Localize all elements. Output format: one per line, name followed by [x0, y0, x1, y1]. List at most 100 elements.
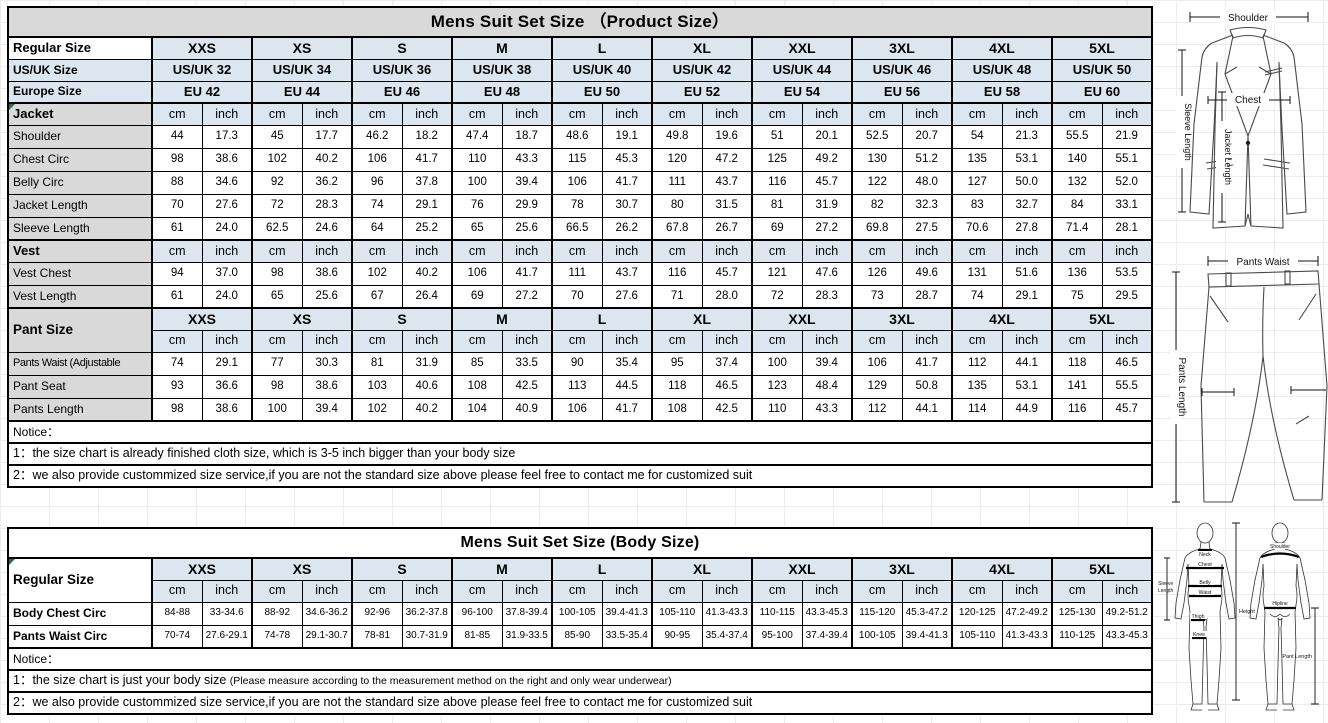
unit-cm-header: cm [951, 579, 1003, 603]
value-cell: 90-95 [651, 624, 703, 649]
belly-label: Belly [1199, 580, 1211, 586]
value-cell: 41.7 [901, 351, 953, 376]
value-cell: 55.5 [1051, 124, 1103, 149]
value-cell: 120-125 [951, 601, 1003, 626]
row-label: Pants Length [7, 397, 153, 422]
value-cell: 29.1 [1001, 284, 1053, 309]
unit-cm-header: cm [551, 579, 603, 603]
value-cell: 114 [951, 397, 1003, 422]
unit-inch-header: inch [201, 239, 253, 263]
value-cell: 42.5 [501, 374, 553, 399]
value-cell: 39.4 [801, 351, 853, 376]
unit-cm-header: cm [251, 579, 303, 603]
unit-inch-header: inch [201, 579, 253, 603]
value-cell: 78-81 [351, 624, 403, 649]
value-cell: 32.7 [1001, 193, 1053, 218]
value-cell: 32.3 [901, 193, 953, 218]
pants-waist-label: Pants Waist [1237, 257, 1290, 268]
label-backing [1190, 613, 1207, 619]
pant-size-label: Pant Size [7, 307, 153, 353]
shoulder-label: Shoulder [1228, 13, 1269, 24]
value-cell: 106 [451, 261, 503, 286]
value-cell: 30.3 [301, 351, 353, 376]
regular-size-row: Regular Size XXS XS S M L XL XXL 3XL 4XL 5XL [7, 36, 1153, 60]
value-cell: 70 [551, 284, 603, 309]
body-rows: Regular Size XXS XS S M L XL XXL 3XL 4XL 5XL cm inch… [7, 557, 1153, 649]
value-cell: 96-100 [451, 601, 503, 626]
value-cell: 132 [1051, 170, 1103, 195]
value-cell: 20.1 [801, 124, 853, 149]
value-cell: 70 [151, 193, 203, 218]
unit-inch-header: inch [301, 329, 353, 353]
product-size-table: Mens Suit Set Size （Product Size） Regula… [7, 6, 1153, 488]
unit-cm-header: cm [951, 102, 1003, 126]
value-cell: 29.1 [201, 351, 253, 376]
row-label: Belly Circ [7, 170, 153, 195]
row-label: Jacket Length [7, 193, 153, 218]
unit-inch-header: inch [401, 329, 453, 353]
value-cell: 66.5 [551, 216, 603, 241]
value-cell: 49.2-51.2 [1101, 601, 1153, 626]
regular-size-label: Regular Size [7, 557, 153, 603]
value-cell: 47.4 [451, 124, 503, 149]
unit-inch-header: inch [1101, 579, 1153, 603]
size-header: XXS [151, 557, 253, 581]
value-cell: 96 [351, 170, 403, 195]
notice-line-row: 2：we also provide custommized size servi… [7, 691, 1153, 715]
value-cell: 20.7 [901, 124, 953, 149]
value-cell: 94 [151, 261, 203, 286]
value-cell: 105-110 [951, 624, 1003, 649]
knee-label: Knee [1193, 632, 1205, 638]
eu-size-header: EU 58 [951, 80, 1053, 104]
value-cell: 53.1 [1001, 374, 1053, 399]
value-cell: 95-100 [751, 624, 803, 649]
usuk-size-header: US/UK 38 [451, 58, 553, 82]
value-cell: 43.3 [501, 147, 553, 172]
unit-inch-header: inch [401, 239, 453, 263]
unit-cm-header: cm [651, 102, 703, 126]
value-cell: 28.1 [1101, 216, 1153, 241]
table-row: Vest Chest 94 37.0 98 38.6 102 40.2 106 41.7 111 4… [7, 261, 1153, 286]
value-cell: 106 [551, 170, 603, 195]
unit-cm-header: cm [351, 579, 403, 603]
usuk-size-header: US/UK 48 [951, 58, 1053, 82]
table-row: Pants Waist Circ 70-74 27.6-29.1 74-78 29.1-… [7, 624, 1153, 649]
product-table-title: Mens Suit Set Size （Product Size） [7, 6, 1153, 38]
usuk-size-header: US/UK 50 [1051, 58, 1153, 82]
jacket-measure-lines [1178, 12, 1309, 223]
eu-size-header: EU 56 [851, 80, 953, 104]
unit-cm-header: cm [851, 579, 903, 603]
unit-inch-header: inch [701, 102, 753, 126]
label-backing [1191, 631, 1207, 637]
value-cell: 45.7 [701, 261, 753, 286]
size-header: XS [251, 36, 353, 60]
unit-inch-header: inch [1001, 579, 1053, 603]
value-cell: 76 [451, 193, 503, 218]
value-cell: 45 [251, 124, 303, 149]
notice-heading: Notice： [7, 420, 1153, 444]
value-cell: 28.3 [801, 284, 853, 309]
table-row: Pants Length 98 38.6 100 39.4 102 40.2 104 40.9 1… [7, 397, 1153, 422]
value-cell: 31.5 [701, 193, 753, 218]
size-header: 5XL [1051, 307, 1153, 331]
unit-inch-header: inch [301, 102, 353, 126]
usuk-size-header: US/UK 46 [851, 58, 953, 82]
sleeve-length-label-line2: Length [1158, 588, 1174, 594]
value-cell: 51.2 [901, 147, 953, 172]
value-cell: 43.7 [701, 170, 753, 195]
value-cell: 24.0 [201, 216, 253, 241]
value-cell: 18.7 [501, 124, 553, 149]
value-cell: 29.1 [401, 193, 453, 218]
chest-label: Chest [1235, 95, 1261, 106]
label-backing [1197, 579, 1214, 585]
label-backing [1196, 589, 1214, 595]
value-cell: 81 [351, 351, 403, 376]
unit-inch-header: inch [601, 579, 653, 603]
value-cell: 28.7 [901, 284, 953, 309]
height-label: Height [1239, 609, 1255, 615]
unit-cm-header: cm [251, 329, 303, 353]
notice-line-1-main: 1：the size chart is just your body size [13, 673, 227, 688]
value-cell: 48.0 [901, 170, 953, 195]
value-cell: 81 [751, 193, 803, 218]
